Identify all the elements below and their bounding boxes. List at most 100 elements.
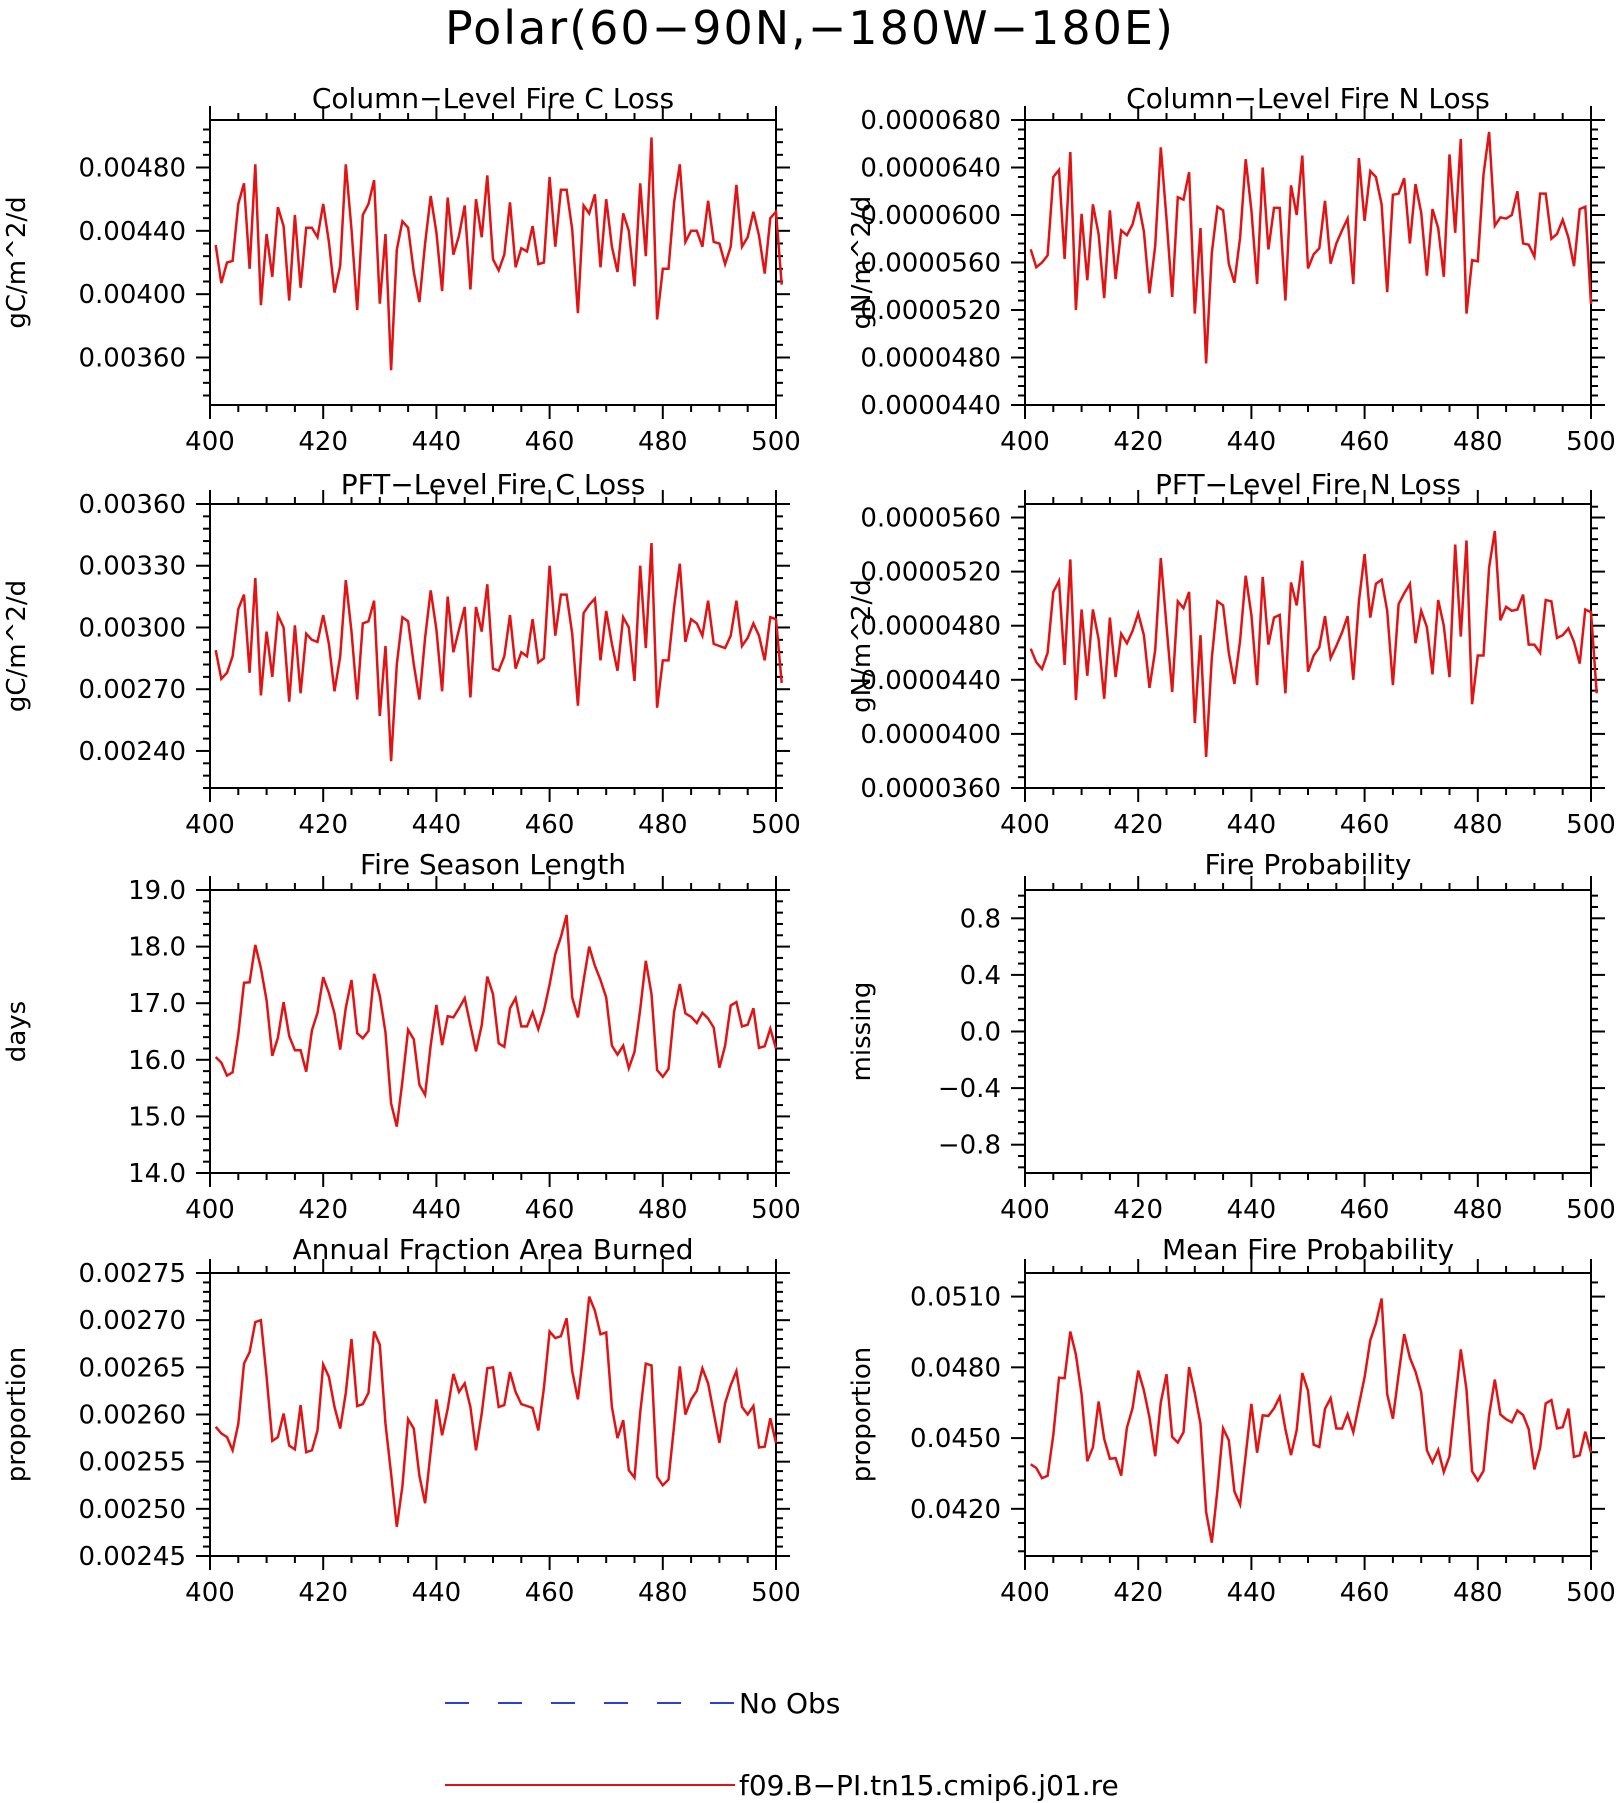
x-tick-label: 420: [1113, 1578, 1163, 1608]
y-tick-label: 0.00250: [78, 1495, 186, 1525]
x-tick-label: 500: [751, 1195, 801, 1225]
y-tick-label: 0.0480: [910, 1353, 1001, 1383]
x-tick-label: 400: [185, 1195, 235, 1225]
panel-4: 400 420 440 460 480 500 0.0000360 0.0000400 0.00…: [847, 468, 1616, 840]
x-tick-label: 440: [1227, 427, 1277, 457]
y-tick-label: 0.0420: [910, 1495, 1001, 1525]
y-tick-label: 0.0000680: [860, 106, 1001, 136]
plot-frame: [1024, 1272, 1592, 1557]
x-tick-label: 480: [1453, 427, 1503, 457]
y-tick-label: 0.00255: [78, 1448, 186, 1478]
y-tick-label: 0.00330: [78, 552, 186, 582]
x-tick-label: 480: [1453, 1195, 1503, 1225]
legend: No Obs f09.B−PI.tn15.cmip6.j01.re: [445, 1687, 1119, 1802]
y-tick-label: 0.00265: [78, 1353, 186, 1383]
y-axis-label: proportion: [847, 1347, 877, 1482]
x-tick-label: 480: [1453, 1578, 1503, 1608]
x-tick-label: 500: [1566, 1195, 1616, 1225]
plot-frame: [209, 503, 777, 789]
series-line: [1029, 131, 1593, 364]
x-tick-label: 420: [298, 1195, 348, 1225]
x-tick-label: 460: [1340, 1195, 1390, 1225]
x-tick-label: 440: [412, 810, 462, 840]
x-tick-label: 500: [1566, 427, 1616, 457]
x-tick-label: 420: [298, 810, 348, 840]
plot-frame: [209, 119, 777, 406]
panel-7: 400 420 440 460 480 500 0.00245 0.00250 0.00255 0…: [2, 1233, 801, 1608]
y-tick-label: 0.00240: [78, 737, 186, 767]
panel-title: Column−Level Fire N Loss: [1126, 82, 1490, 115]
y-tick-label: 18.0: [128, 933, 186, 963]
panel-2: 400 420 440 460 480 500 0.0000440 0.0000480 0.00…: [847, 82, 1616, 457]
y-tick-label: 0.0000400: [860, 720, 1001, 750]
legend-model-label: f09.B−PI.tn15.cmip6.j01.re: [739, 1769, 1119, 1802]
y-axis-label: gN/m^2/d: [847, 579, 877, 713]
y-tick-label: 0.0: [960, 1018, 1001, 1048]
x-tick-label: 420: [298, 1578, 348, 1608]
y-tick-label: 0.00400: [78, 280, 186, 310]
panel-title: Annual Fraction Area Burned: [293, 1233, 694, 1266]
panel-title: PFT−Level Fire N Loss: [1155, 468, 1461, 501]
panel-title: PFT−Level Fire C Loss: [341, 468, 646, 501]
y-tick-label: 19.0: [128, 876, 186, 906]
y-axis-label: missing: [847, 982, 877, 1082]
y-tick-label: 14.0: [128, 1159, 186, 1189]
y-tick-label: 0.00270: [78, 1306, 186, 1336]
series-line: [1029, 530, 1598, 757]
y-tick-label: 0.0000480: [860, 612, 1001, 642]
x-tick-label: 400: [1000, 427, 1050, 457]
plot-frame: [209, 1272, 777, 1557]
y-tick-label: 0.00360: [78, 490, 186, 520]
legend-no-obs-label: No Obs: [739, 1687, 840, 1720]
x-tick-label: 480: [638, 1195, 688, 1225]
y-tick-label: 0.00360: [78, 344, 186, 374]
x-tick-label: 400: [185, 810, 235, 840]
x-tick-label: 500: [751, 810, 801, 840]
x-tick-label: 460: [525, 1195, 575, 1225]
y-axis-label: proportion: [2, 1347, 32, 1482]
y-tick-label: 0.4: [960, 961, 1001, 991]
x-tick-label: 460: [525, 427, 575, 457]
y-tick-label: −0.8: [938, 1131, 1001, 1161]
panel-title: Column−Level Fire C Loss: [312, 82, 674, 115]
y-tick-label: 0.00275: [78, 1259, 186, 1289]
plot-frame: [209, 889, 777, 1174]
x-tick-label: 440: [412, 1578, 462, 1608]
series-line: [214, 137, 783, 371]
panel-8: 400 420 440 460 480 500 0.0420 0.0450 0.0480 0.05…: [847, 1233, 1616, 1608]
y-tick-label: 0.0000600: [860, 201, 1001, 231]
x-tick-label: 460: [525, 810, 575, 840]
x-tick-label: 400: [1000, 1578, 1050, 1608]
y-axis-label: gN/m^2/d: [847, 196, 877, 330]
x-tick-label: 440: [1227, 1195, 1277, 1225]
x-tick-label: 400: [185, 1578, 235, 1608]
y-tick-label: 16.0: [128, 1046, 186, 1076]
y-tick-label: 0.0000440: [860, 391, 1001, 421]
y-tick-label: 0.00260: [78, 1401, 186, 1431]
x-tick-label: 440: [1227, 810, 1277, 840]
x-tick-label: 500: [1566, 810, 1616, 840]
y-tick-label: 0.0000520: [860, 558, 1001, 588]
panel-5: 400 420 440 460 480 500 14.0 15.0 16.0 17.0 18.0 19…: [2, 848, 801, 1225]
y-tick-label: 0.0000360: [860, 774, 1001, 804]
panel-6: 400 420 440 460 480 500 −0.8 −0.4 0.0 0.4 0.8 Fire …: [847, 848, 1616, 1225]
y-tick-label: 0.0000440: [860, 666, 1001, 696]
panel-grid: 400 420 440 460 480 500 0.00360 0.00400 0.00440 0…: [2, 82, 1616, 1608]
series-line: [214, 914, 778, 1127]
x-tick-label: 420: [1113, 1195, 1163, 1225]
y-axis-label: gC/m^2/d: [2, 580, 32, 712]
y-tick-label: 0.00270: [78, 675, 186, 705]
x-tick-label: 400: [1000, 810, 1050, 840]
y-tick-label: 0.00440: [78, 217, 186, 247]
panel-title: Fire Season Length: [360, 848, 626, 881]
y-tick-label: 0.00300: [78, 613, 186, 643]
x-tick-label: 420: [298, 427, 348, 457]
x-tick-label: 420: [1113, 427, 1163, 457]
y-tick-label: 0.0000480: [860, 344, 1001, 374]
y-tick-label: −0.4: [938, 1074, 1001, 1104]
x-tick-label: 500: [751, 427, 801, 457]
series-line: [1030, 1298, 1593, 1543]
panel-1: 400 420 440 460 480 500 0.00360 0.00400 0.00440 0…: [2, 82, 801, 457]
y-axis-label: days: [2, 1001, 32, 1062]
